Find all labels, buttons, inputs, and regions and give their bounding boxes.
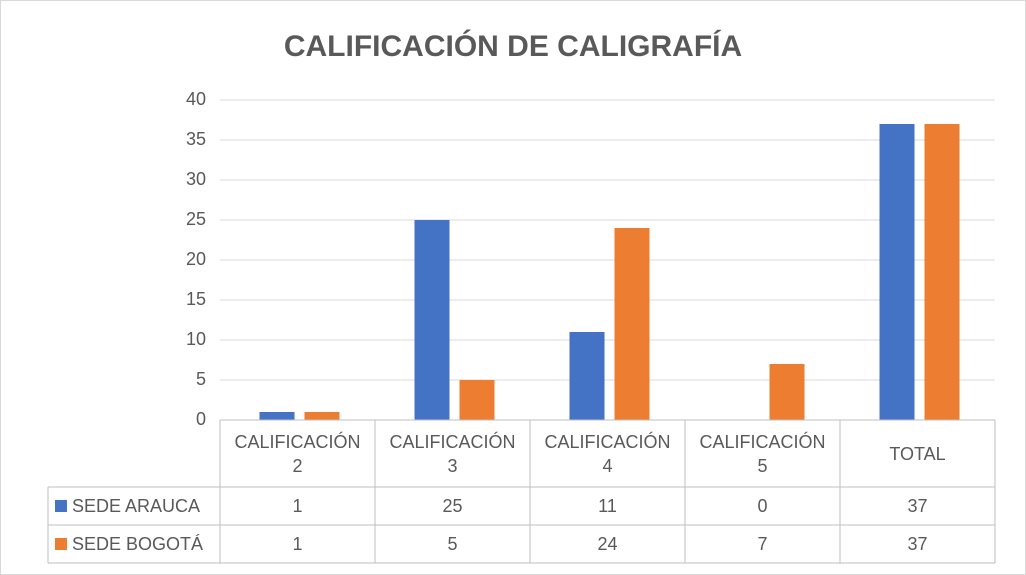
y-tick-label: 20 (186, 249, 206, 269)
legend-key (55, 500, 67, 512)
bar (304, 412, 340, 420)
table-value: 1 (292, 496, 303, 516)
chart-title: CALIFICACIÓN DE CALIGRAFÍA (284, 29, 742, 63)
bar (879, 124, 915, 420)
y-tick-label: 40 (186, 89, 206, 109)
legend-label: SEDE ARAUCA (72, 496, 201, 516)
y-tick-label: 25 (186, 209, 206, 229)
bar (924, 124, 960, 420)
x-tick-label: TOTAL (889, 443, 946, 464)
bar (569, 332, 605, 420)
bar (414, 220, 450, 420)
table-value: 1 (292, 534, 303, 554)
table-value: 0 (757, 496, 768, 516)
x-tick-label: CALIFICACIÓN 3 (389, 431, 516, 476)
y-tick-label: 10 (186, 329, 206, 349)
bar (614, 228, 650, 420)
legend-label: SEDE BOGOTÁ (72, 534, 204, 554)
y-tick-label: 35 (186, 129, 206, 149)
bar (259, 412, 295, 420)
table-value: 25 (442, 496, 463, 516)
table-value: 37 (907, 534, 928, 554)
x-tick-label: CALIFICACIÓN 4 (544, 431, 671, 476)
x-tick-label: CALIFICACIÓN 2 (234, 431, 361, 476)
table-value: 37 (907, 496, 928, 516)
legend-key (55, 538, 67, 550)
table-value: 11 (598, 496, 617, 516)
bar (769, 364, 805, 420)
table-value: 7 (757, 534, 768, 554)
y-tick-label: 30 (186, 169, 206, 189)
x-tick-label: CALIFICACIÓN 5 (699, 431, 826, 476)
y-tick-label: 15 (186, 289, 206, 309)
y-tick-label: 0 (196, 409, 206, 429)
bar (459, 380, 495, 420)
table-value: 24 (597, 534, 618, 554)
table-value: 5 (447, 534, 458, 554)
y-tick-label: 5 (196, 369, 206, 389)
